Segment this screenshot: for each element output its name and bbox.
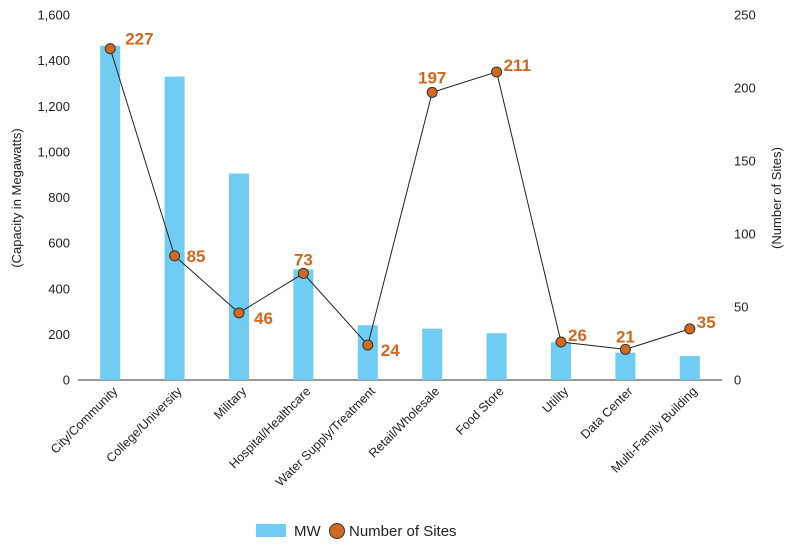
sites-data-label: 35 xyxy=(697,313,716,332)
sites-point xyxy=(684,323,696,335)
bar-mw xyxy=(357,325,378,380)
bar-mw xyxy=(615,352,636,380)
legend: MW Number of Sites xyxy=(256,523,457,540)
y2-tick-label: 200 xyxy=(734,81,756,96)
x-category-label: Utility xyxy=(540,384,572,416)
bar-mw xyxy=(100,45,121,380)
sites-point xyxy=(297,267,309,279)
y-tick-label: 800 xyxy=(48,190,70,205)
bar-mw xyxy=(293,269,314,380)
bar-mw xyxy=(164,76,185,380)
y2-tick-label: 250 xyxy=(734,8,756,23)
bar-mw xyxy=(229,173,249,380)
sites-point xyxy=(426,86,438,98)
y-tick-label: 1,200 xyxy=(37,99,70,114)
bar-mw xyxy=(679,356,700,380)
y-tick-label: 200 xyxy=(48,327,70,342)
legend-label-sites: Number of Sites xyxy=(349,523,457,540)
x-category-label: City/Community xyxy=(48,384,121,457)
y-tick-label: 0 xyxy=(63,373,70,388)
sites-point xyxy=(491,66,503,78)
legend-swatch-mw xyxy=(256,524,286,537)
sites-data-label: 211 xyxy=(504,56,531,75)
y-tick-label: 1,000 xyxy=(37,144,70,159)
sites-data-label: 85 xyxy=(187,247,206,266)
sites-data-label: 197 xyxy=(418,68,446,87)
y-tick-label: 1,400 xyxy=(37,53,70,68)
sites-series-line xyxy=(109,48,690,350)
sites-point xyxy=(555,336,567,348)
sites-data-label: 26 xyxy=(568,326,587,345)
sites-point xyxy=(233,307,245,319)
y2-tick-label: 50 xyxy=(734,300,748,315)
x-category-label: Retail/Wholesale xyxy=(366,384,442,460)
sites-point xyxy=(104,43,116,55)
x-category-label: Military xyxy=(211,384,249,422)
y-tick-label: 400 xyxy=(48,281,70,296)
sites-point xyxy=(362,339,374,351)
sites-data-label: 24 xyxy=(381,341,400,360)
y2-tick-label: 0 xyxy=(734,373,741,388)
y2-tick-label: 150 xyxy=(734,154,756,169)
y-axis-title: (Capacity in Megawatts) xyxy=(9,128,24,267)
sites-data-label: 73 xyxy=(294,250,313,269)
sites-point xyxy=(169,250,181,262)
sites-point xyxy=(619,343,631,355)
y2-tick-label: 100 xyxy=(734,227,756,242)
bar-mw xyxy=(422,328,443,380)
bar-mw xyxy=(551,342,571,380)
x-category-label: Food Store xyxy=(453,384,507,438)
sites-data-label: 46 xyxy=(254,309,273,328)
sites-data-label: 21 xyxy=(616,327,635,346)
sites-data-label: 227 xyxy=(125,30,153,49)
y-tick-label: 1,600 xyxy=(37,8,70,23)
legend-label-mw: MW xyxy=(294,523,321,540)
legend-marker-sites xyxy=(329,523,345,539)
y-tick-label: 600 xyxy=(48,236,70,251)
bar-mw xyxy=(486,333,507,380)
y2-axis-title: (Number of Sites) xyxy=(769,147,784,249)
x-category-label: Data Center xyxy=(578,384,636,442)
